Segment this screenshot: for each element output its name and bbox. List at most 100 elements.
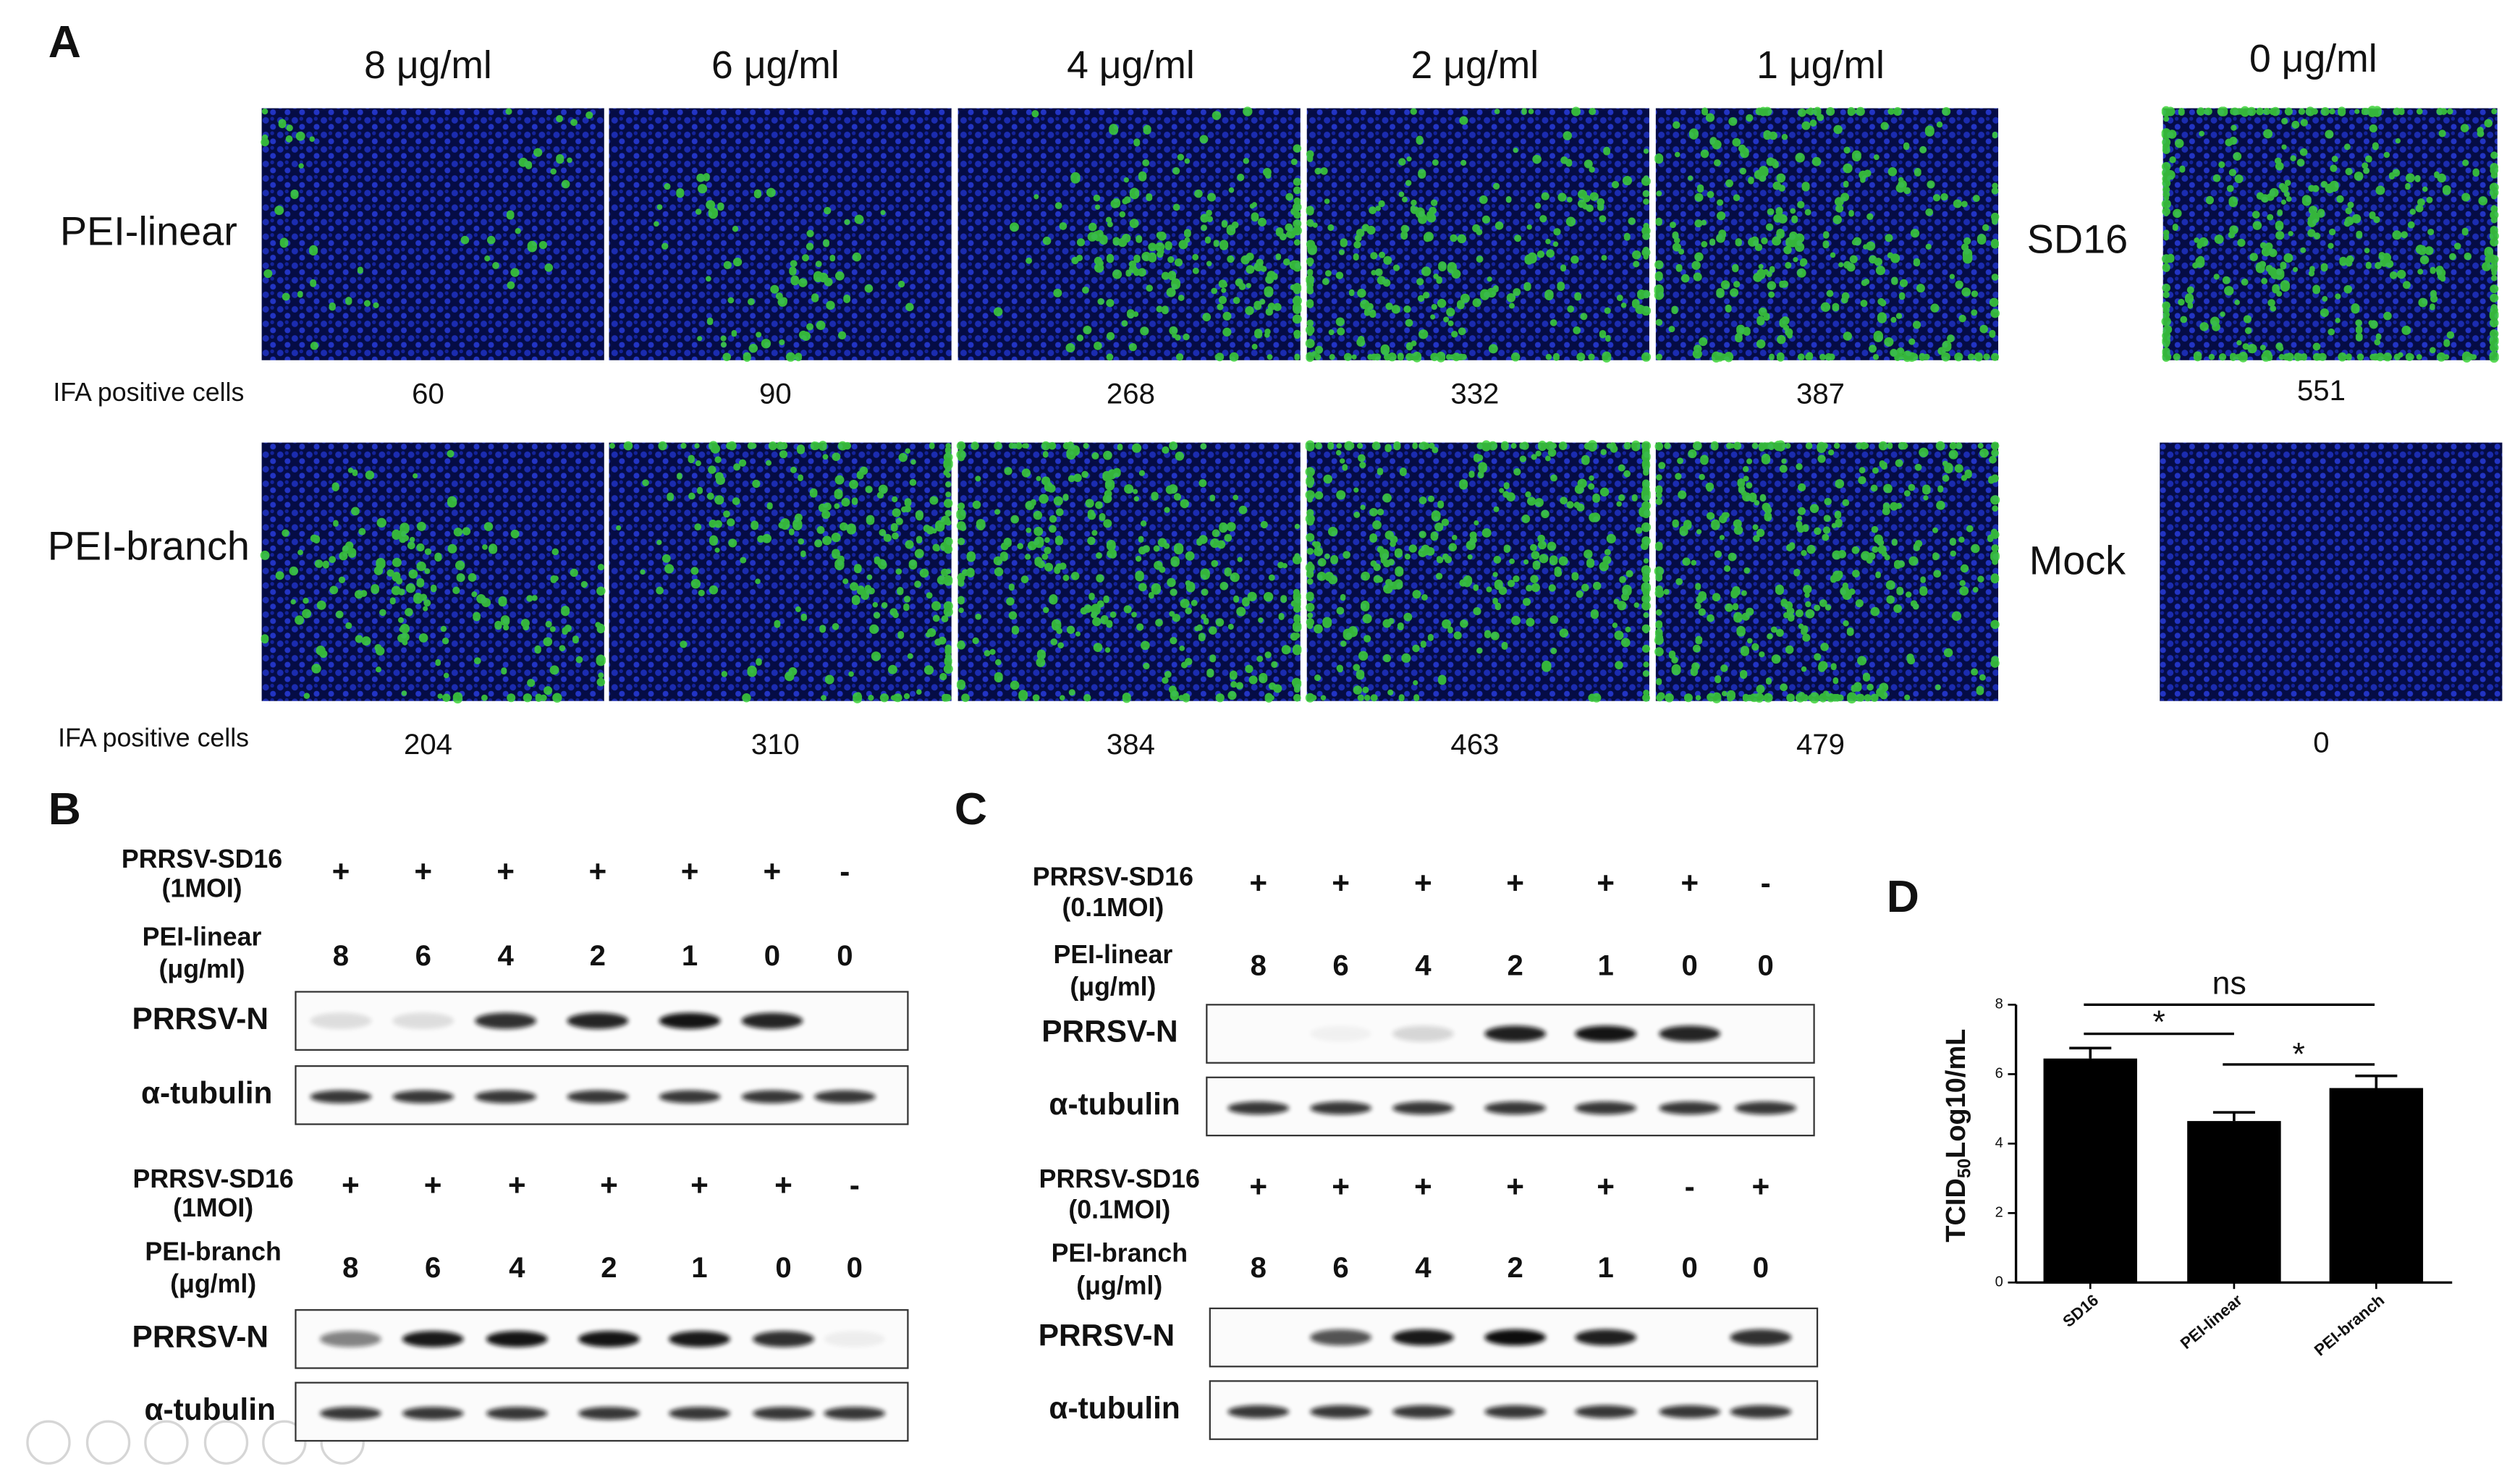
virus-label: (1MOI) [161, 873, 242, 902]
dose-value: 4 [509, 1251, 525, 1284]
protein-band [402, 1407, 464, 1420]
dose-value: 8 [1251, 1251, 1267, 1284]
dose-label: (μg/ml) [1070, 972, 1156, 1001]
concentration-header: 6 μg/ml [711, 44, 840, 87]
toolbar-icon[interactable] [26, 1420, 71, 1465]
concentration-header: 8 μg/ml [364, 44, 492, 87]
y-axis-label: TCID50Log10/mL [1941, 1029, 1975, 1243]
error-bar [2069, 1046, 2112, 1059]
infection-sign: + [414, 855, 432, 889]
y-label-main: TCID [1941, 1178, 1971, 1243]
toolbar-icon[interactable] [85, 1420, 131, 1465]
infection-sign: + [496, 855, 515, 889]
fluorescent-cells [1305, 440, 1652, 703]
dose-label: PEI-branch [145, 1237, 281, 1266]
protein-band [1730, 1329, 1792, 1346]
fluorescent-cells [1654, 106, 2000, 363]
control-label: SD16 [2027, 216, 2128, 262]
infection-sign: - [1761, 866, 1771, 900]
nuclei-field [1306, 442, 1649, 701]
protein-band [813, 1090, 876, 1104]
bar [2329, 1088, 2424, 1283]
blot-strip [1206, 1004, 1815, 1064]
micrograph [1305, 106, 1652, 363]
infection-sign: + [764, 855, 782, 889]
dose-value: 6 [1332, 949, 1348, 982]
band-label: PRRSV-N [1039, 1318, 1175, 1352]
protein-band [753, 1407, 814, 1420]
dose-value: 8 [333, 939, 349, 972]
positive-count: 463 [1450, 728, 1499, 761]
protein-band [1735, 1101, 1797, 1115]
protein-band [319, 1331, 381, 1347]
micrograph [609, 108, 952, 362]
dose-value: 0 [1682, 949, 1698, 982]
band-label: α-tubulin [1049, 1087, 1180, 1121]
dose-value: 2 [601, 1251, 617, 1284]
protein-band [1575, 1025, 1637, 1042]
y-label-rest: Log10/mL [1941, 1029, 1971, 1159]
blot-strip [1209, 1307, 1819, 1368]
infection-sign: + [342, 1168, 360, 1202]
dose-value: 0 [837, 939, 853, 972]
blot-strip [295, 1309, 909, 1369]
dose-value: 6 [1332, 1251, 1348, 1284]
infection-sign: + [1249, 866, 1267, 900]
toolbar-icon[interactable] [144, 1420, 189, 1465]
dose-label: (μg/ml) [170, 1269, 256, 1298]
infection-sign: + [332, 855, 350, 889]
fluorescent-cells [654, 173, 914, 362]
virus-label: (0.1MOI) [1068, 1195, 1170, 1224]
protein-band [1575, 1101, 1637, 1115]
count-label: IFA positive cells [53, 378, 244, 407]
blot-strip [1206, 1076, 1815, 1137]
protein-band [578, 1331, 640, 1347]
protein-band [486, 1407, 548, 1420]
micrograph [2161, 106, 2499, 363]
protein-band [578, 1407, 640, 1420]
band-label: PRRSV-N [132, 1002, 269, 1036]
dose-value: 0 [775, 1251, 791, 1284]
nuclei-field [2160, 442, 2503, 701]
protein-band [475, 1012, 537, 1029]
infection-sign: + [1506, 1169, 1524, 1203]
y-tick-label: 6 [1995, 1066, 2003, 1082]
protein-band [1310, 1405, 1372, 1418]
panel-label: A [48, 17, 81, 67]
dose-value: 4 [1415, 949, 1432, 982]
positive-count: 204 [404, 728, 452, 761]
micrograph [1654, 106, 2000, 363]
protein-band [486, 1331, 548, 1347]
infection-sign: + [1752, 1169, 1770, 1203]
protein-band [1659, 1025, 1721, 1042]
dose-value: 4 [1415, 1251, 1432, 1284]
dose-value: 2 [1507, 1251, 1523, 1284]
protein-band [1484, 1101, 1547, 1115]
micrograph [260, 442, 606, 704]
protein-band [475, 1090, 537, 1104]
toolbar-icon[interactable] [203, 1420, 249, 1465]
infection-sign: + [1680, 866, 1699, 900]
dose-value: 0 [1753, 1251, 1769, 1284]
dose-value: 1 [1597, 949, 1613, 982]
infection-sign: + [1414, 1169, 1432, 1203]
protein-band [669, 1331, 730, 1347]
dose-label: PEI-linear [1054, 940, 1173, 969]
infection-sign: + [1332, 1169, 1350, 1203]
protein-band [824, 1407, 886, 1420]
positive-count: 90 [759, 377, 792, 410]
dose-value: 8 [1251, 949, 1267, 982]
protein-band [319, 1407, 381, 1420]
positive-count: 60 [412, 377, 444, 410]
nuclei-field [261, 442, 604, 701]
concentration-header: 1 μg/ml [1756, 44, 1885, 87]
dose-value: 0 [764, 939, 780, 972]
infection-sign: + [690, 1168, 709, 1202]
fluorescent-cells [956, 441, 1302, 703]
protein-band [310, 1012, 372, 1029]
y-tick-label: 4 [1995, 1135, 2003, 1151]
toolbar-icon[interactable] [262, 1420, 307, 1465]
virus-label: (1MOI) [173, 1193, 253, 1222]
y-tick-label: 8 [1995, 996, 2003, 1012]
